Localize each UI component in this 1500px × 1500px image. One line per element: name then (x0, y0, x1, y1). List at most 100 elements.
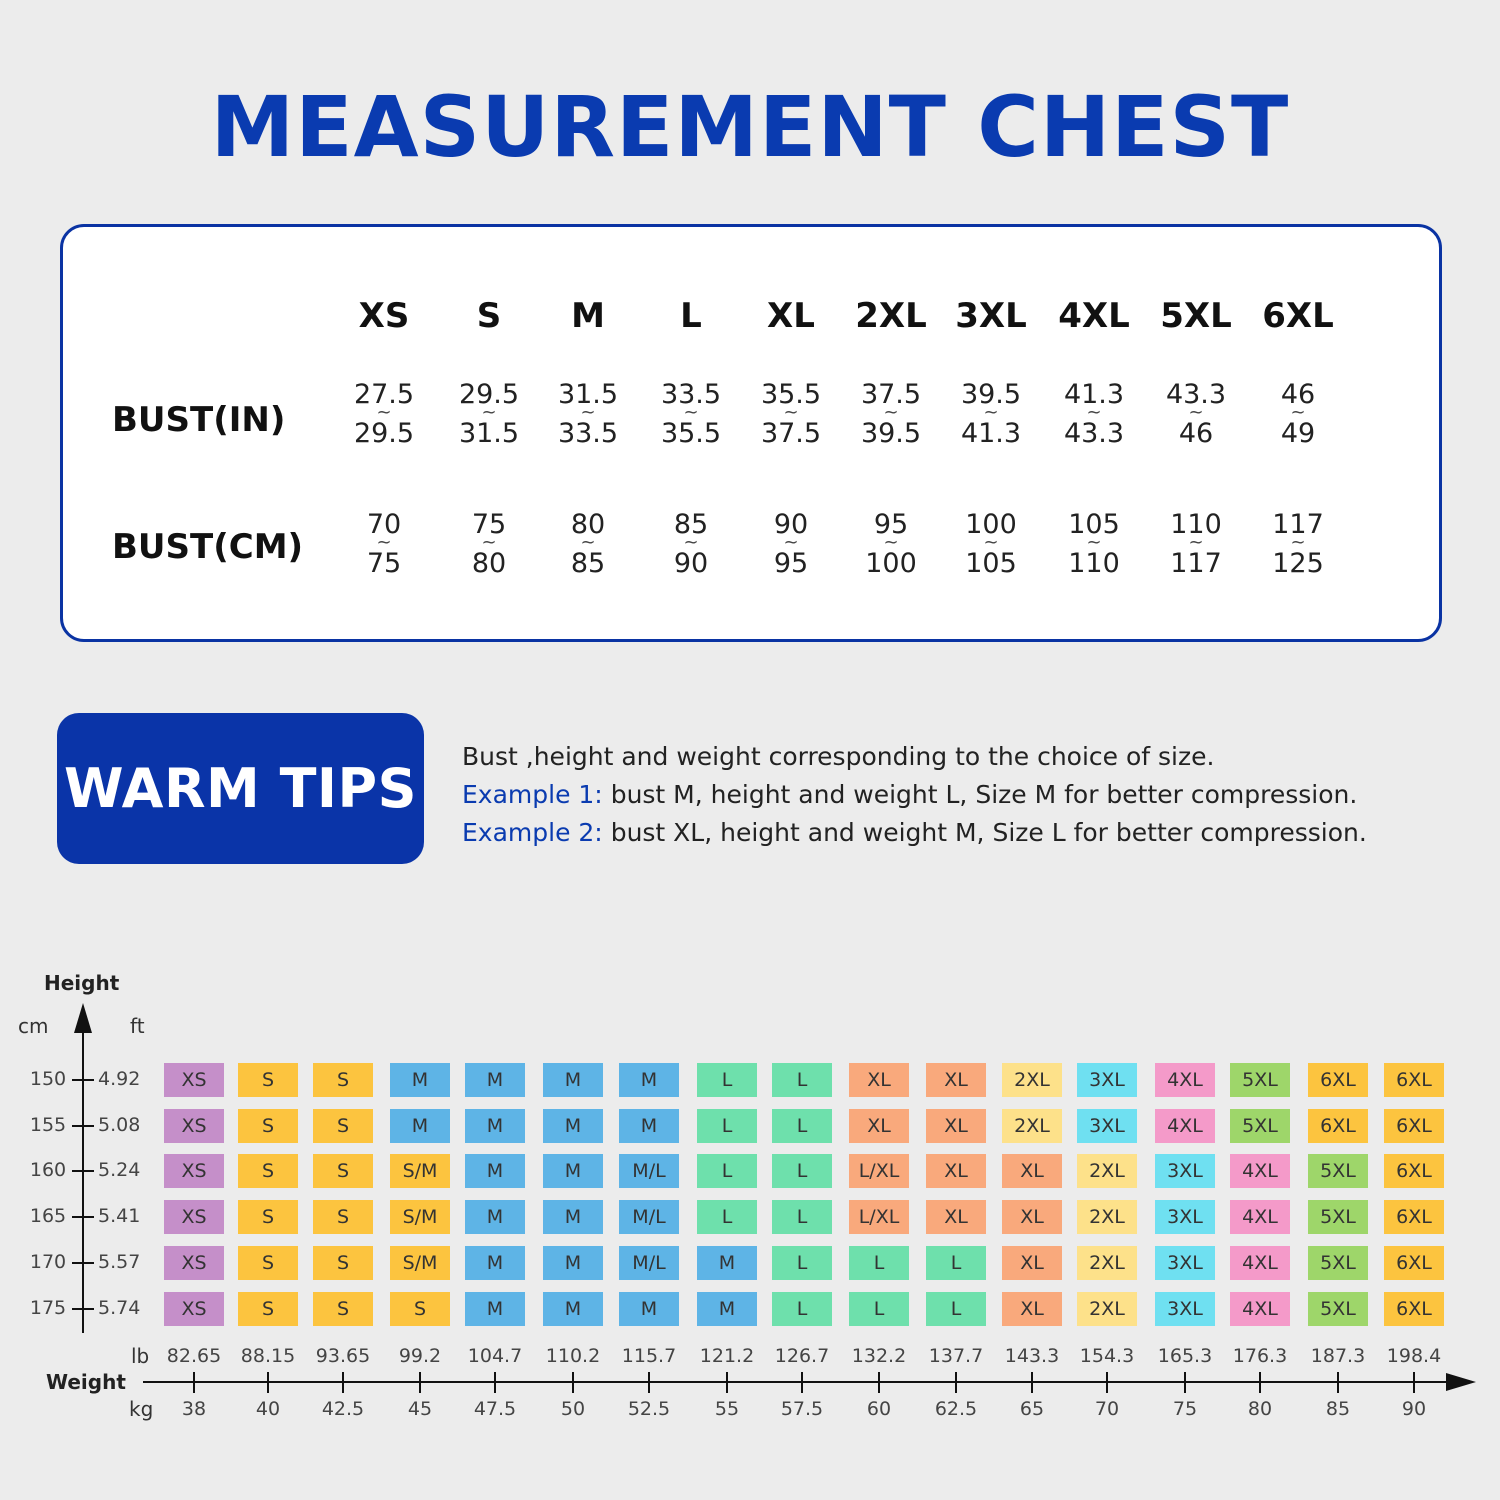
size-header: 4XL (1058, 296, 1130, 336)
range-tilde: ~ (983, 402, 999, 423)
size-cell: S (238, 1109, 298, 1143)
range-tilde: ~ (1086, 402, 1102, 423)
size-cell: L (772, 1200, 832, 1234)
size-cell: M (465, 1154, 525, 1188)
height-ft-label: 5.08 (98, 1114, 141, 1136)
bust-cm-range: 90 ~95 (731, 511, 851, 577)
bust-in-range-low: 29.5 (458, 379, 520, 410)
size-cell: L (697, 1063, 757, 1097)
bust-in-range: 27.5 ~29.5 (324, 381, 444, 447)
bust-cm-range-low: 90 (773, 509, 809, 540)
size-cell: L (772, 1154, 832, 1188)
size-cell: XL (1002, 1200, 1062, 1234)
example-2-label: Example 2: (462, 818, 603, 847)
bust-in-range-high: 39.5 (860, 418, 922, 449)
weight-lb-label: 132.2 (851, 1345, 907, 1367)
size-cell: 6XL (1384, 1200, 1444, 1234)
bust-cm-range-high: 75 (366, 548, 402, 579)
size-header: XL (767, 296, 815, 336)
height-axis-title: Height (44, 971, 120, 995)
bust-cm-range-low: 117 (1272, 509, 1324, 540)
bust-in-range: 33.5 ~35.5 (631, 381, 751, 447)
range-tilde: ~ (1290, 402, 1306, 423)
bust-cm-range: 100 ~105 (931, 511, 1051, 577)
bust-cm-range-high: 110 (1068, 548, 1120, 579)
bust-cm-range-low: 75 (471, 509, 507, 540)
bust-cm-range-low: 95 (873, 509, 909, 540)
size-cell: 4XL (1230, 1200, 1290, 1234)
size-cell: M (543, 1154, 603, 1188)
weight-kg-label: 42.5 (321, 1398, 365, 1420)
bust-cm-range-high: 100 (865, 548, 917, 579)
size-cell: M (465, 1246, 525, 1280)
size-cell: 6XL (1308, 1063, 1368, 1097)
size-cell: M (543, 1063, 603, 1097)
bust-cm-range: 110 ~117 (1136, 511, 1256, 577)
size-cell: 6XL (1308, 1109, 1368, 1143)
size-cell: L (772, 1246, 832, 1280)
size-cell: S (238, 1292, 298, 1326)
bust-cm-range: 105 ~110 (1034, 511, 1154, 577)
bust-in-range-low: 31.5 (557, 379, 619, 410)
bust-in-range-high: 33.5 (557, 418, 619, 449)
size-cell: 3XL (1077, 1109, 1137, 1143)
size-header: 2XL (855, 296, 927, 336)
range-tilde: ~ (883, 532, 899, 553)
weight-lb-label: 110.2 (545, 1345, 601, 1367)
size-cell: 5XL (1230, 1109, 1290, 1143)
size-cell: XL (849, 1063, 909, 1097)
size-cell: M (619, 1109, 679, 1143)
size-cell: 2XL (1077, 1246, 1137, 1280)
weight-lb-label: 198.4 (1386, 1345, 1442, 1367)
range-tilde: ~ (376, 532, 392, 553)
size-header: 3XL (955, 296, 1027, 336)
bust-in-range: 37.5 ~39.5 (831, 381, 951, 447)
bust-in-range-low: 46 (1280, 379, 1316, 410)
size-cell: L (697, 1154, 757, 1188)
size-cell: XL (1002, 1154, 1062, 1188)
bust-in-range: 46 ~49 (1238, 381, 1358, 447)
bust-in-label: BUST(IN) (112, 400, 286, 440)
size-cell: XS (164, 1292, 224, 1326)
weight-lb-label: 165.3 (1157, 1345, 1213, 1367)
size-cell: S/M (390, 1154, 450, 1188)
size-cell: L/XL (849, 1200, 909, 1234)
weight-kg-label: 57.5 (780, 1398, 824, 1420)
bust-cm-range-low: 80 (570, 509, 606, 540)
range-tilde: ~ (683, 532, 699, 553)
bust-cm-range-low: 85 (673, 509, 709, 540)
weight-kg-label: 38 (181, 1398, 207, 1420)
size-cell: 6XL (1384, 1154, 1444, 1188)
size-cell: 3XL (1155, 1246, 1215, 1280)
weight-kg-label: 55 (714, 1398, 740, 1420)
weight-kg-label: 62.5 (934, 1398, 978, 1420)
size-cell: L/XL (849, 1154, 909, 1188)
size-header: M (571, 296, 605, 336)
range-tilde: ~ (481, 402, 497, 423)
size-cell: S (313, 1246, 373, 1280)
bust-in-range-high: 41.3 (960, 418, 1022, 449)
range-tilde: ~ (783, 532, 799, 553)
size-cell: M (543, 1200, 603, 1234)
ft-unit-label: ft (130, 1014, 145, 1038)
height-cm-label: 160 (29, 1159, 67, 1181)
bust-cm-range: 75 ~80 (429, 511, 549, 577)
cm-unit-label: cm (18, 1014, 49, 1038)
size-cell: 2XL (1077, 1200, 1137, 1234)
size-cell: XL (926, 1063, 986, 1097)
bust-cm-range-high: 90 (673, 548, 709, 579)
size-cell: L (697, 1200, 757, 1234)
size-cell: M (543, 1109, 603, 1143)
weight-kg-label: 40 (255, 1398, 281, 1420)
height-cm-label: 170 (29, 1251, 67, 1273)
height-cm-label: 165 (29, 1205, 67, 1227)
warm-tips-badge: WARM TIPS (57, 713, 424, 864)
bust-cm-range: 70 ~75 (324, 511, 444, 577)
bust-in-range-high: 31.5 (458, 418, 520, 449)
size-cell: XL (1002, 1246, 1062, 1280)
size-cell: XS (164, 1154, 224, 1188)
size-cell: S/M (390, 1200, 450, 1234)
size-cell: M (619, 1292, 679, 1326)
range-tilde: ~ (883, 402, 899, 423)
